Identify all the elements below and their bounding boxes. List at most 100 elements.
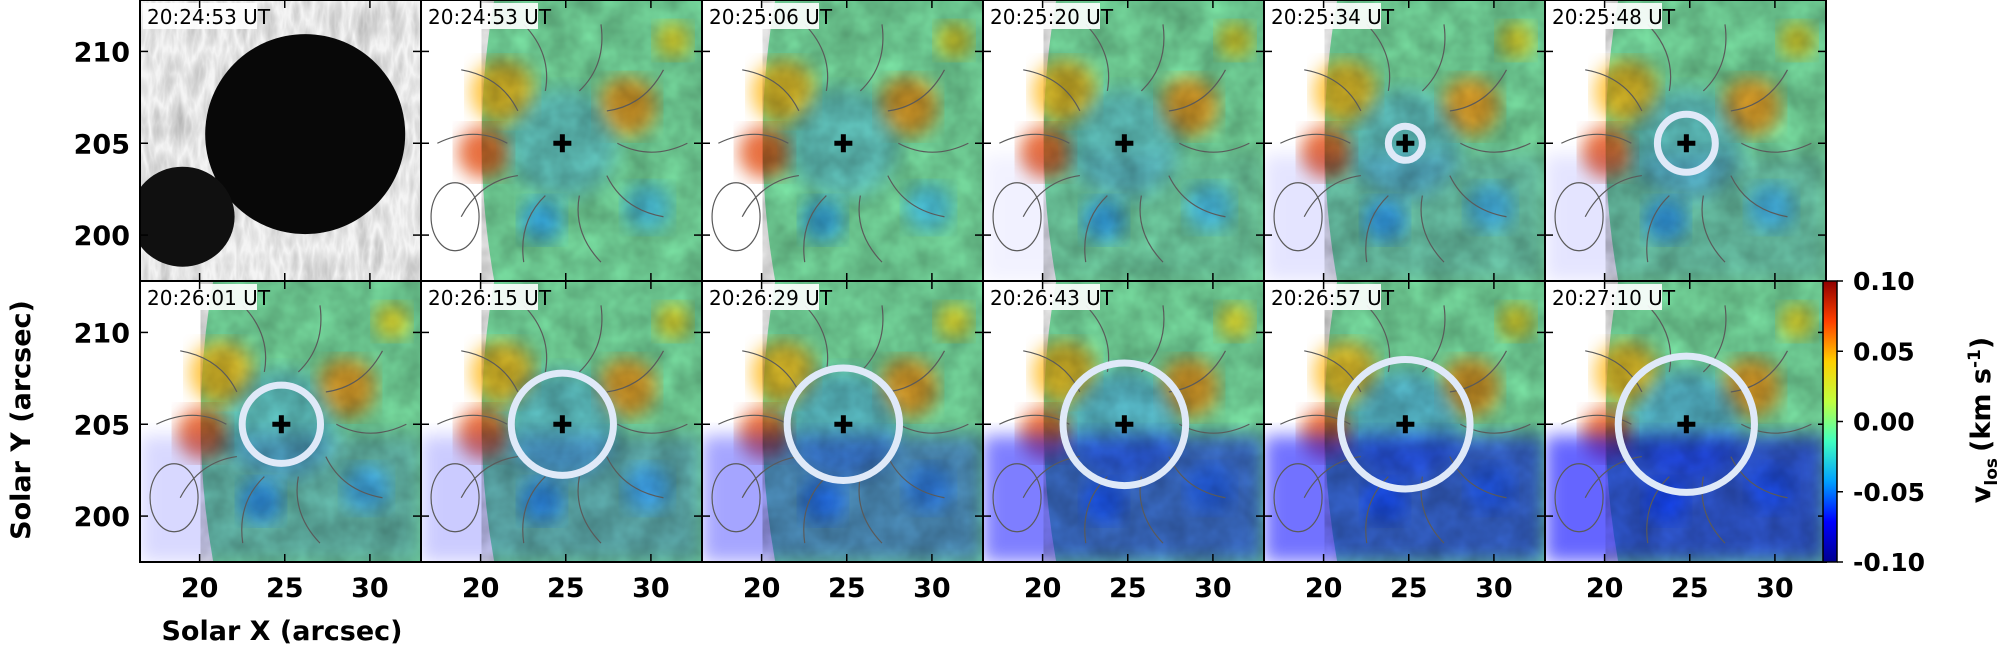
panel: 20:24:53 UT 210 205 200 [74, 0, 422, 282]
contour [1280, 133, 1351, 144]
contour [898, 142, 969, 153]
contour [992, 182, 1042, 252]
contour [742, 350, 800, 393]
time-label: 20:26:57 UT [1271, 286, 1395, 310]
x-tick-label: 30 [351, 573, 389, 604]
velocity-texture [1324, 281, 1545, 562]
contour [887, 69, 946, 112]
contour [1365, 476, 1389, 544]
contour [804, 304, 829, 373]
contour [1420, 476, 1445, 544]
contour [606, 456, 664, 499]
contour [437, 133, 508, 144]
contour [296, 476, 321, 544]
contour [1303, 174, 1361, 218]
contour [156, 414, 227, 425]
colorbar: 0.10 0.05 0.00 -0.05 -0.10 [1822, 267, 1925, 577]
panel: 20:25:06 UT [701, 0, 984, 282]
velocity-texture [1605, 281, 1826, 562]
contour [297, 305, 322, 373]
center-marker [1677, 415, 1696, 434]
contour [1273, 182, 1323, 252]
pore [140, 166, 235, 267]
x-tick-label: 20 [1586, 573, 1624, 604]
contour [1701, 476, 1726, 544]
contour [1365, 195, 1389, 263]
time-label: 20:25:20 UT [990, 5, 1114, 29]
contour [1647, 23, 1672, 92]
contour [325, 350, 384, 393]
x-tick-label: 30 [1475, 573, 1513, 604]
contour [1584, 455, 1642, 499]
contour [1168, 175, 1226, 218]
contour [1730, 456, 1788, 499]
velocity-texture [200, 281, 421, 562]
contour [578, 305, 603, 373]
contour [999, 133, 1070, 144]
x-tick-label: 25 [1109, 573, 1147, 604]
contour [1646, 195, 1670, 263]
contour [858, 476, 883, 544]
contour [1554, 182, 1604, 252]
contour [523, 23, 548, 92]
contour [742, 69, 800, 112]
contour [718, 414, 789, 425]
contour [898, 423, 969, 434]
contour [1730, 69, 1789, 112]
center-marker [1115, 415, 1134, 434]
x-tick-label: 20 [462, 573, 500, 604]
velocity-texture [1324, 0, 1545, 281]
contour [1168, 69, 1227, 112]
contour [803, 195, 827, 263]
colorbar-tick-label: 0.00 [1853, 408, 1915, 437]
contour [1646, 476, 1670, 544]
wavefront-ring [1614, 352, 1758, 496]
colorbar-tick-label: 0.10 [1853, 267, 1915, 296]
wavefront-ring [1337, 356, 1474, 493]
contour [1366, 23, 1391, 92]
x-tick-label: 30 [1756, 573, 1794, 604]
contour [1366, 304, 1391, 373]
contour [437, 414, 508, 425]
x-tick-label: 25 [1390, 573, 1428, 604]
contour [336, 423, 407, 434]
contour [617, 142, 688, 153]
contour [1701, 195, 1726, 263]
wavefront-ring [1653, 110, 1719, 176]
colorbar-label-main: v [1966, 485, 1997, 503]
colorbar-tick-label: -0.05 [1853, 478, 1925, 507]
umbra [205, 34, 406, 235]
center-marker [1396, 134, 1415, 153]
contour [460, 174, 518, 218]
velocity-texture [481, 281, 702, 562]
contour [606, 69, 665, 112]
contour [1084, 195, 1108, 263]
colorbar-tick-label: 0.05 [1853, 337, 1915, 366]
center-marker [834, 415, 853, 434]
wavefront-ring [238, 381, 325, 467]
contour [1421, 24, 1446, 92]
contour [577, 195, 602, 263]
time-label: 20:26:01 UT [147, 286, 271, 310]
x-tick-label: 20 [743, 573, 781, 604]
contour [325, 456, 383, 499]
wavefront-ring [1384, 122, 1426, 164]
time-label: 20:26:43 UT [990, 286, 1114, 310]
contour [241, 476, 265, 544]
y-tick-label: 200 [74, 221, 130, 252]
center-marker [1677, 134, 1696, 153]
panel-grid: 20:24:53 UT 210 205 200 20:24:53 UT 20:25:06 … [74, 0, 1827, 604]
colorbar-label-close: ) [1966, 337, 1997, 349]
contour [718, 133, 789, 144]
x-tick-label: 25 [828, 573, 866, 604]
contour [858, 195, 883, 263]
colorbar-label: vlos (km s-1) [1965, 337, 2000, 503]
contour [741, 455, 799, 499]
contour [617, 423, 688, 434]
contour [711, 463, 761, 533]
panel: 20:25:20 UT [982, 0, 1265, 282]
contour [461, 69, 519, 112]
y-tick-label: 210 [74, 37, 130, 68]
contour [522, 476, 546, 544]
